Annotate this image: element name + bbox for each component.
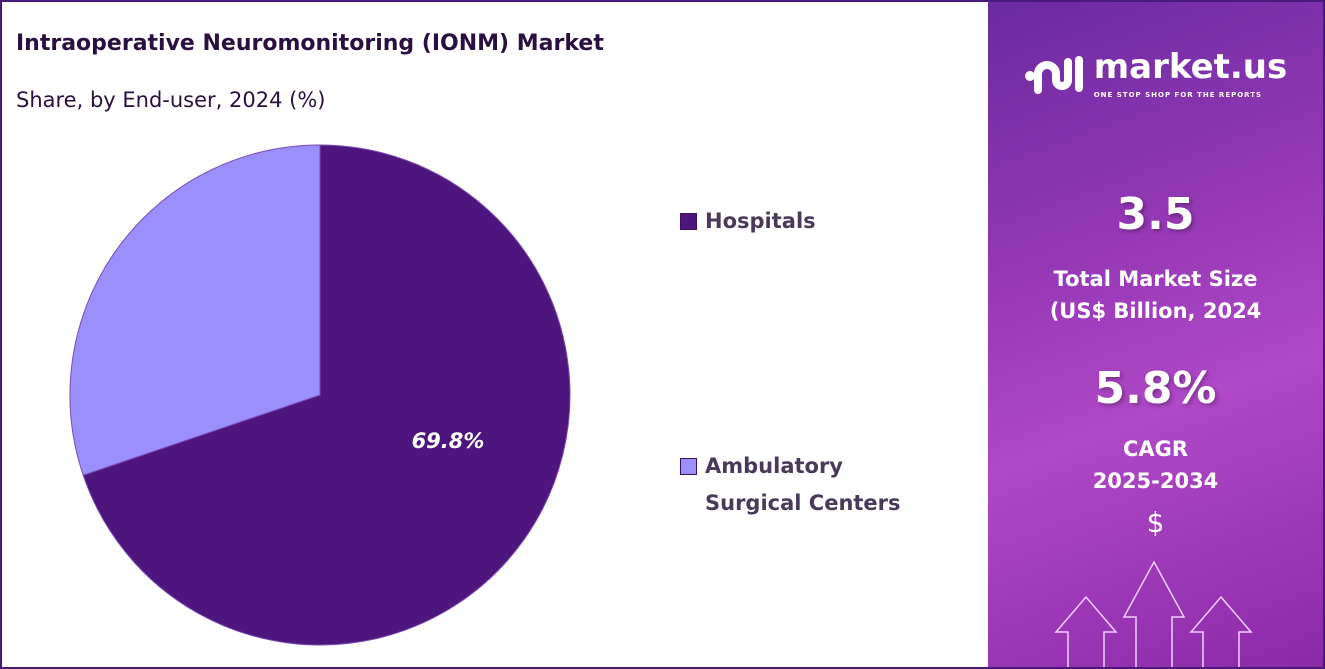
dollar-icon: $: [1146, 506, 1165, 539]
chart-title: Intraoperative Neuromonitoring (IONM) Ma…: [16, 31, 604, 56]
cagr-value: 5.8%: [1094, 363, 1217, 414]
market-size-label-2: (US$ Billion, 2024: [1049, 299, 1262, 323]
cagr-label-1: CAGR: [1122, 437, 1189, 461]
legend-swatch-hospitals: [680, 213, 697, 230]
pie-slice-hospitals: [82, 144, 571, 646]
market-size-value: 3.5: [1116, 189, 1195, 240]
legend-label-line2: Surgical Centers: [705, 491, 901, 515]
legend-item-hospitals: Hospitals: [680, 203, 816, 240]
market-us-logo-icon: [1024, 56, 1083, 94]
summary-panel: market.us ONE STOP SHOP FOR THE REPORTS …: [988, 2, 1323, 667]
cagr-label-2: 2025-2034: [1092, 469, 1219, 493]
legend-label-line1: Ambulatory: [705, 454, 843, 478]
legend-swatch-ambulatory: [680, 458, 697, 475]
data-label-hospitals: 69.8%: [412, 429, 485, 453]
growth-arrows-icon: [1054, 560, 1253, 667]
brand-tagline: ONE STOP SHOP FOR THE REPORTS: [1093, 91, 1263, 99]
market-size-label-1: Total Market Size: [1053, 267, 1258, 291]
legend-label: Hospitals: [705, 209, 816, 233]
brand-logo: market.us ONE STOP SHOP FOR THE REPORTS: [988, 46, 1323, 100]
chart-subtitle: Share, by End-user, 2024 (%): [16, 88, 326, 112]
pie-slice-ambulatory-surgical-centers: [69, 144, 321, 476]
brand-name: market.us: [1093, 47, 1288, 87]
pie-chart: 69.8%: [69, 144, 571, 646]
legend-item-ambulatory-surgical-centers: Ambulatory Surgical Centers: [680, 448, 901, 522]
